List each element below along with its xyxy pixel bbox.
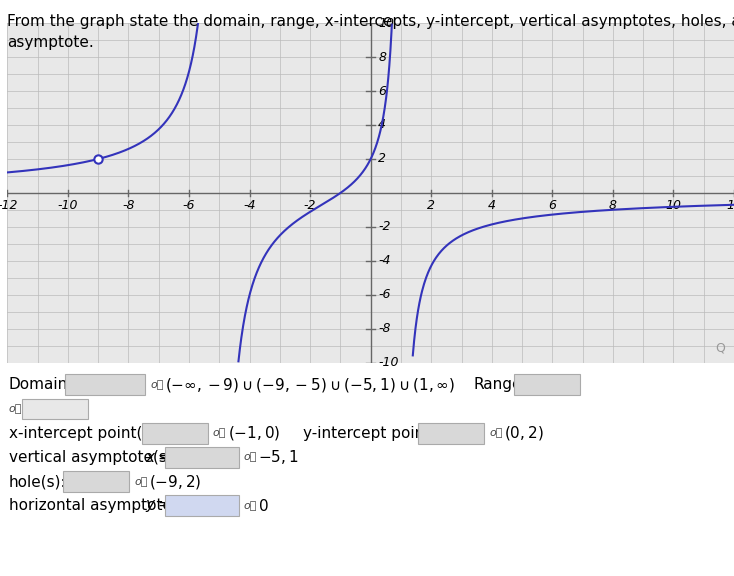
Text: -4: -4 [378,255,390,267]
Text: oͦ: oͦ [150,380,164,390]
Text: -8: -8 [378,323,390,335]
Text: 6: 6 [378,85,386,97]
Text: 12: 12 [726,199,734,212]
Text: hole(s):: hole(s): [9,474,67,489]
Text: -6: -6 [378,289,390,301]
Text: 8: 8 [378,51,386,63]
Text: oͦ: oͦ [244,501,257,511]
Text: $(0,2)$: $(0,2)$ [504,424,543,442]
Text: -2: -2 [304,199,316,212]
Text: $(-1,0)$: $(-1,0)$ [228,424,280,442]
Text: x-intercept point(s):: x-intercept point(s): [9,426,161,441]
Text: -12: -12 [0,199,18,212]
Text: Q: Q [715,342,725,354]
Text: -6: -6 [183,199,195,212]
Text: 4: 4 [488,199,495,212]
Text: vertical asymptote(s):: vertical asymptote(s): [9,450,178,465]
Text: 4: 4 [378,119,386,131]
Text: 10: 10 [666,199,681,212]
Text: 2: 2 [427,199,435,212]
Text: -4: -4 [243,199,256,212]
Text: oͦ: oͦ [213,428,226,438]
Text: $y=$: $y=$ [145,498,171,514]
Text: From the graph state the domain, range, x-intercepts, y-intercept, vertical asym: From the graph state the domain, range, … [7,14,734,51]
Text: -10: -10 [58,199,78,212]
Text: Domain:: Domain: [9,377,73,392]
Text: y-intercept point:: y-intercept point: [303,426,435,441]
Text: $(-\infty,-9)\cup(-9,-5)\cup(-5,1)\cup(1,\infty)$: $(-\infty,-9)\cup(-9,-5)\cup(-5,1)\cup(1… [165,376,455,394]
Text: oͦ: oͦ [244,452,257,463]
Text: oͦ: oͦ [9,404,22,414]
Text: horizontal asymptote:: horizontal asymptote: [9,498,177,513]
Text: $(-\infty,\infty)$: $(-\infty,\infty)$ [24,400,83,418]
Text: -2: -2 [378,221,390,233]
Text: -10: -10 [378,357,399,369]
Text: oͦ: oͦ [134,476,148,487]
Text: 6: 6 [548,199,556,212]
Text: $x=$: $x=$ [145,450,171,465]
Text: $(-9,2)$: $(-9,2)$ [149,472,202,491]
Text: 2: 2 [378,153,386,165]
Text: -8: -8 [122,199,135,212]
Text: 10: 10 [378,17,394,29]
Text: Range:: Range: [473,377,527,392]
Text: $0$: $0$ [258,498,269,514]
Text: 8: 8 [609,199,617,212]
Text: $-5,1$: $-5,1$ [258,448,299,467]
Text: oͦ: oͦ [490,428,503,438]
